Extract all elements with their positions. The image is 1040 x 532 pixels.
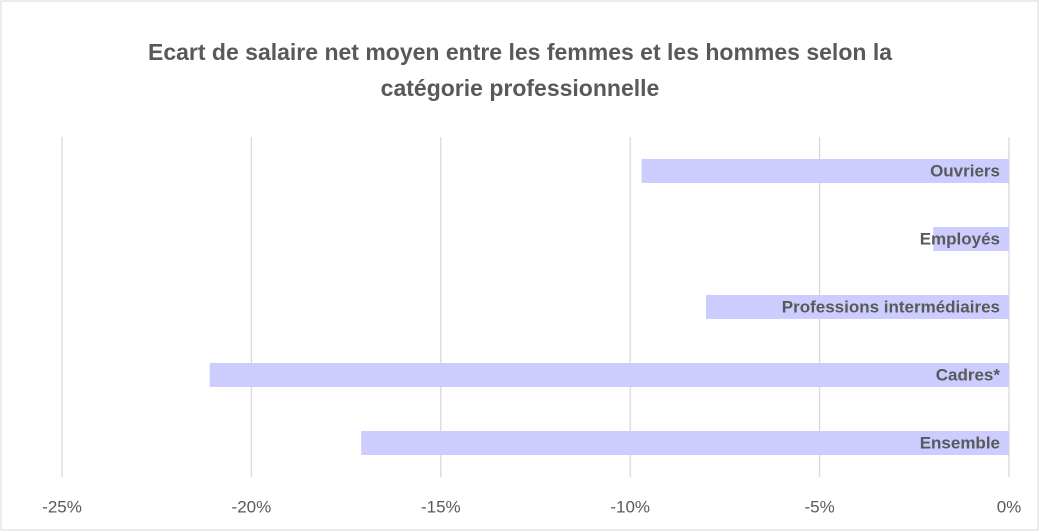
bar	[361, 431, 1009, 455]
category-label: Employés	[920, 229, 1000, 248]
bar	[705, 295, 1009, 319]
category-label: Ensemble	[920, 433, 1000, 452]
bar	[641, 159, 1009, 183]
category-label: Cadres*	[936, 365, 1001, 384]
x-tick-label: 0%	[997, 497, 1022, 516]
x-tick-label: -10%	[610, 497, 650, 516]
x-tick-label: -25%	[42, 497, 82, 516]
bar	[209, 363, 1009, 387]
chart-title: Ecart de salaire net moyen entre les fem…	[148, 39, 892, 101]
category-label: Ouvriers	[930, 161, 1000, 180]
bar	[933, 227, 1009, 251]
x-tick-label: -5%	[804, 497, 834, 516]
x-tick-label: -15%	[421, 497, 461, 516]
category-label: Professions intermédiaires	[782, 297, 1000, 316]
x-tick-label: -20%	[232, 497, 272, 516]
